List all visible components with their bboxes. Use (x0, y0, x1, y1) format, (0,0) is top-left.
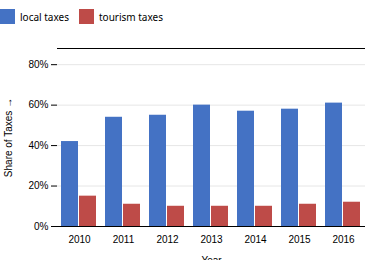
svg-text:60%: 60% (28, 99, 48, 110)
html-text:tourism taxes: tourism taxes (99, 9, 163, 24)
svg-text:2016: 2016 (332, 234, 355, 245)
svg-text:Year: Year (201, 255, 222, 260)
svg-text:20%: 20% (28, 180, 48, 191)
svg-text:2013: 2013 (200, 234, 223, 245)
svg-text:2015: 2015 (288, 234, 311, 245)
svg-text:Share of Taxes →: Share of Taxes → (3, 98, 14, 177)
svg-text:2014: 2014 (244, 234, 267, 245)
svg-text:2011: 2011 (113, 234, 135, 245)
svg-text:2012: 2012 (156, 234, 179, 245)
svg-text:2010: 2010 (68, 234, 91, 245)
svg-text:0%: 0% (34, 221, 49, 232)
svg-text:40%: 40% (28, 140, 48, 151)
svg-text:80%: 80% (28, 59, 48, 70)
html-text:local taxes: local taxes (20, 9, 69, 24)
